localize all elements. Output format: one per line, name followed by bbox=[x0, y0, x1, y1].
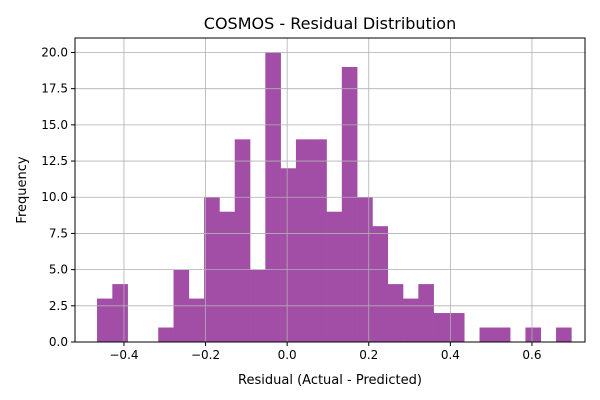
histogram-bar bbox=[479, 327, 496, 342]
histogram-bar bbox=[219, 211, 236, 342]
x-tick-label: 0.0 bbox=[278, 348, 297, 362]
histogram-bar bbox=[326, 211, 343, 342]
x-tick-label: 0.4 bbox=[441, 348, 460, 362]
histogram-bar bbox=[494, 327, 511, 342]
y-axis-ticks: 0.0 2.5 5.0 7.5 10.0 12.5 15.0 17.5 20.0 bbox=[41, 45, 75, 349]
histogram-bar bbox=[448, 313, 465, 342]
y-tick-label: 5.0 bbox=[49, 263, 68, 277]
histogram-bar bbox=[418, 284, 434, 342]
histogram-bar bbox=[525, 327, 542, 342]
y-tick-label: 2.5 bbox=[49, 299, 68, 313]
plot-frame bbox=[74, 37, 586, 343]
histogram-bar bbox=[234, 139, 251, 342]
x-axis-label: Residual (Actual - Predicted) bbox=[238, 373, 422, 388]
grid-lines bbox=[75, 38, 585, 343]
histogram-bar bbox=[556, 327, 572, 342]
histogram-bar bbox=[311, 139, 327, 342]
x-tick-label: −0.4 bbox=[109, 348, 138, 362]
x-tick-label: −0.2 bbox=[191, 348, 220, 362]
y-tick-label: 17.5 bbox=[41, 82, 68, 96]
y-tick-label: 10.0 bbox=[41, 190, 68, 204]
histogram-bar bbox=[295, 139, 312, 342]
histogram-bar bbox=[188, 298, 205, 342]
x-tick-label: 0.6 bbox=[522, 348, 541, 362]
y-tick-label: 0.0 bbox=[49, 335, 68, 349]
histogram-bar bbox=[341, 66, 358, 342]
y-tick-label: 20.0 bbox=[41, 45, 68, 59]
x-tick-label: 0.2 bbox=[359, 348, 378, 362]
histogram-bar bbox=[112, 284, 128, 342]
y-tick-label: 7.5 bbox=[49, 226, 68, 240]
y-tick-label: 12.5 bbox=[41, 154, 68, 168]
chart-title: COSMOS - Residual Distribution bbox=[204, 14, 456, 33]
histogram-bar bbox=[372, 226, 389, 342]
y-tick-label: 15.0 bbox=[41, 118, 68, 132]
histogram-bar bbox=[280, 168, 297, 342]
histogram-bar bbox=[433, 313, 450, 342]
histogram-bar bbox=[158, 327, 174, 342]
histogram-bar bbox=[387, 284, 404, 342]
histogram-bar bbox=[403, 298, 419, 342]
y-axis-label: Frequency bbox=[15, 156, 30, 223]
x-axis-ticks: −0.4 −0.2 0.0 0.2 0.4 0.6 bbox=[109, 342, 542, 362]
histogram-bar bbox=[97, 298, 113, 342]
